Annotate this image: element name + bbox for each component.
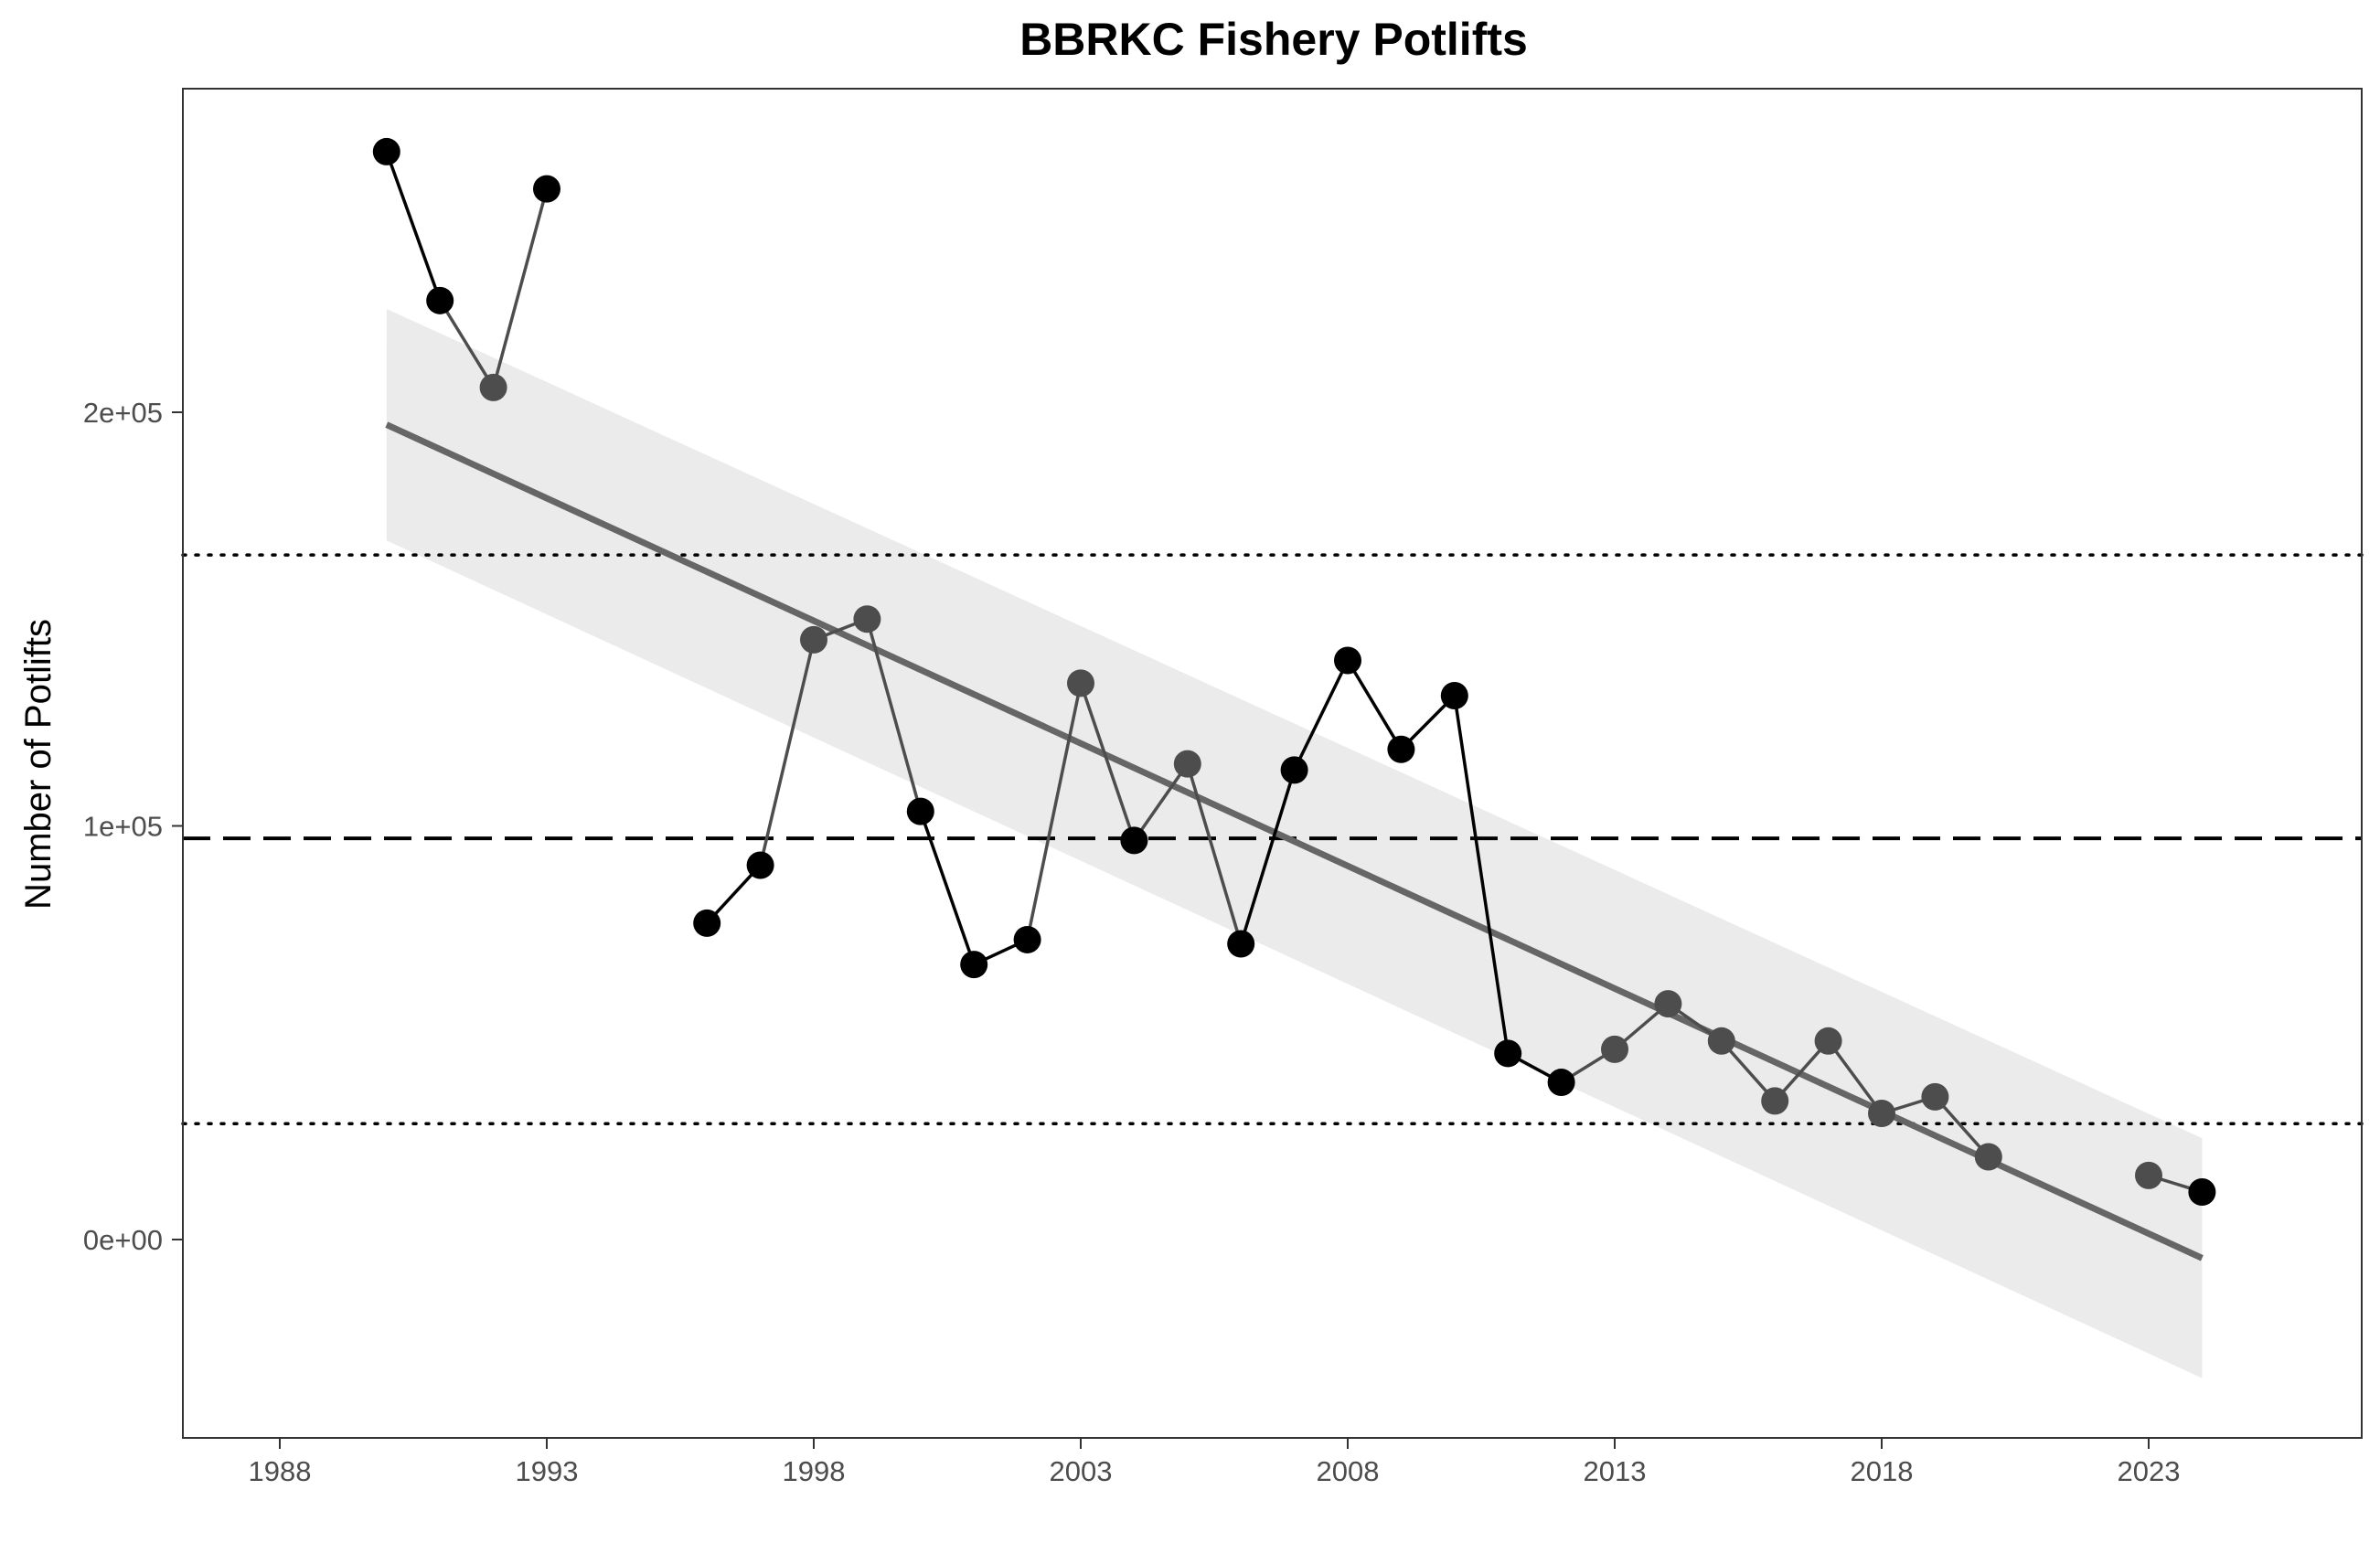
data-point — [1013, 925, 1041, 953]
series-line-segment — [919, 811, 976, 965]
x-tick-label: 2018 — [1851, 1455, 1914, 1487]
series-line-segment — [1827, 1039, 1884, 1115]
data-point — [1494, 1039, 1522, 1068]
data-point — [693, 909, 721, 937]
panel-border — [182, 88, 2363, 1439]
x-tick-label: 2008 — [1317, 1455, 1380, 1487]
data-point — [1387, 735, 1415, 763]
series-line-segment — [491, 188, 549, 388]
data-point — [1974, 1143, 2002, 1171]
data-point — [1173, 750, 1201, 778]
series-line-segment — [1293, 659, 1350, 772]
series-line-segment — [438, 299, 496, 388]
data-point — [479, 373, 507, 401]
data-point — [1654, 990, 1682, 1018]
x-tick-label: 2023 — [2118, 1455, 2181, 1487]
data-point — [1601, 1035, 1628, 1063]
data-point — [426, 286, 454, 314]
data-point — [1334, 646, 1361, 675]
data-point — [906, 797, 934, 825]
data-point — [960, 951, 988, 979]
data-point — [1921, 1082, 1949, 1111]
data-point — [1120, 826, 1148, 855]
y-tick-label: 0e+00 — [83, 1224, 163, 1256]
trend-line — [385, 421, 2204, 1261]
series-line-segment — [385, 151, 442, 302]
series-line-segment — [1132, 762, 1190, 842]
y-tick-label: 2e+05 — [83, 397, 163, 429]
series-line-segment — [1079, 682, 1137, 841]
data-point — [1814, 1027, 1842, 1055]
x-tick-label: 1988 — [249, 1455, 312, 1487]
data-point — [1868, 1099, 1895, 1127]
x-tick-label: 1998 — [783, 1455, 846, 1487]
series-line-segment — [1239, 769, 1297, 944]
x-tick-label: 2003 — [1050, 1455, 1113, 1487]
data-point — [1280, 756, 1308, 784]
series-line-segment — [1346, 659, 1403, 750]
plot-area: 1988 1993 1998 2003 2008 2013 2018 2023 0e+00 1e+… — [83, 88, 2364, 1487]
data-point — [372, 137, 400, 165]
y-tick-label: 1e+05 — [83, 811, 163, 843]
series-line-segment — [1186, 763, 1243, 944]
data-point — [2135, 1161, 2162, 1189]
chart-title: BBRKC Fishery Potlifts — [1019, 14, 1528, 65]
series-line-segment — [865, 618, 923, 813]
data-point — [2188, 1177, 2216, 1206]
data-point — [800, 625, 827, 654]
data-point — [1440, 681, 1468, 709]
data-point — [1227, 930, 1255, 958]
x-tick-label: 2013 — [1584, 1455, 1647, 1487]
data-point — [1761, 1087, 1789, 1115]
x-tick-label: 1993 — [516, 1455, 579, 1487]
series-line-segment — [758, 639, 816, 866]
data-point — [1547, 1069, 1575, 1097]
data-point — [853, 605, 881, 633]
data-point — [1067, 669, 1094, 697]
series-line-segment — [1025, 683, 1083, 941]
y-axis-title: Number of Potlifts — [18, 619, 59, 910]
series-line-segment — [1453, 695, 1510, 1054]
data-point — [1707, 1027, 1735, 1055]
data-point — [533, 175, 560, 203]
data-point — [746, 851, 774, 879]
